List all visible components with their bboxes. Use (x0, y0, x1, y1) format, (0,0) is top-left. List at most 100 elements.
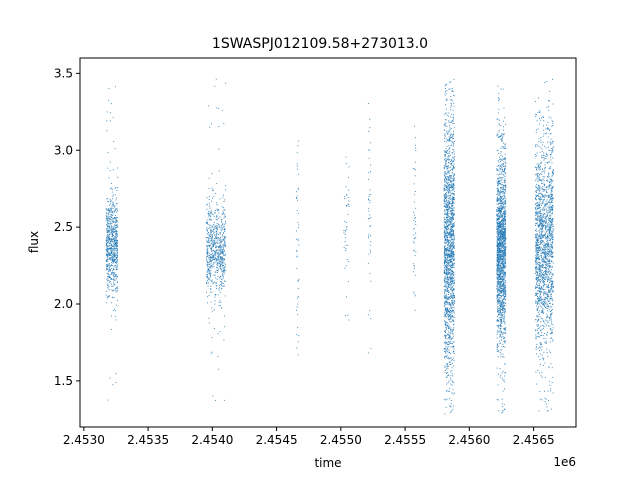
data-point (451, 120, 453, 122)
data-point (504, 289, 506, 290)
data-point (453, 143, 455, 145)
data-point (498, 282, 500, 284)
data-point (496, 264, 498, 266)
data-point (448, 170, 450, 172)
data-point (106, 260, 108, 262)
data-point (501, 236, 503, 238)
data-point (448, 298, 450, 300)
data-point (504, 271, 506, 273)
data-point (111, 255, 112, 257)
data-point (208, 255, 210, 256)
data-point (450, 187, 452, 189)
data-point (414, 274, 416, 276)
data-point (446, 328, 447, 330)
data-point (219, 244, 221, 246)
data-point (451, 222, 453, 224)
data-point (445, 312, 447, 314)
data-point (106, 291, 108, 292)
data-point (444, 129, 446, 131)
data-point (447, 364, 448, 366)
data-point (444, 243, 446, 245)
data-point (445, 166, 447, 167)
data-point (443, 227, 445, 229)
data-point (498, 178, 499, 180)
data-point (505, 298, 507, 300)
data-point (496, 319, 498, 321)
data-point (496, 272, 498, 274)
data-point (449, 315, 451, 317)
data-point (296, 191, 297, 193)
data-point (114, 194, 116, 196)
data-point (497, 227, 499, 229)
data-point (450, 234, 452, 236)
data-point (505, 184, 507, 186)
data-point (501, 245, 503, 247)
data-point (446, 255, 448, 257)
data-point (501, 311, 503, 313)
data-point (113, 252, 115, 254)
data-point (445, 295, 447, 297)
data-point (445, 164, 447, 166)
data-point (504, 212, 506, 213)
data-point (443, 137, 445, 139)
data-point (415, 144, 416, 146)
data-point (447, 229, 449, 231)
data-point (504, 235, 506, 237)
data-point (115, 186, 117, 188)
data-point (453, 309, 455, 311)
data-point (451, 144, 453, 146)
data-point (453, 279, 455, 281)
data-point (107, 251, 109, 253)
data-point (209, 259, 211, 261)
data-point (451, 252, 453, 254)
data-point (498, 199, 500, 201)
data-point (451, 367, 453, 369)
data-point (505, 157, 506, 159)
data-point (107, 276, 109, 278)
data-point (209, 274, 211, 275)
data-point (208, 263, 210, 265)
data-point (208, 177, 210, 179)
data-point (503, 230, 505, 232)
data-point (448, 192, 449, 194)
data-point (105, 254, 107, 256)
data-point (216, 249, 218, 251)
data-point (449, 258, 451, 260)
data-point (450, 185, 452, 187)
data-point (449, 186, 451, 188)
data-point (445, 161, 447, 163)
data-point (444, 171, 446, 173)
data-point (116, 287, 118, 288)
data-point (207, 251, 209, 253)
data-point (444, 249, 446, 251)
data-point (444, 310, 446, 312)
data-point (448, 183, 450, 185)
data-point (447, 356, 449, 358)
data-point (445, 269, 447, 271)
data-point (452, 310, 454, 312)
data-point (112, 267, 114, 269)
data-point (114, 258, 115, 260)
data-point (343, 232, 345, 234)
data-point (503, 158, 505, 160)
data-point (444, 292, 446, 294)
data-point (498, 220, 499, 222)
data-point (116, 266, 118, 268)
data-point (452, 91, 454, 92)
data-point (112, 271, 114, 273)
data-point (109, 277, 111, 279)
data-point (447, 264, 449, 266)
data-point (447, 307, 448, 309)
data-point (499, 227, 501, 229)
data-point (543, 249, 545, 251)
data-point (224, 223, 226, 225)
data-point (445, 310, 447, 312)
data-point (111, 223, 113, 224)
data-point (206, 208, 208, 210)
data-point (453, 260, 455, 261)
data-point (497, 207, 499, 209)
data-point (453, 320, 455, 322)
data-point (443, 224, 445, 226)
data-point (448, 138, 450, 140)
data-point (500, 222, 502, 224)
